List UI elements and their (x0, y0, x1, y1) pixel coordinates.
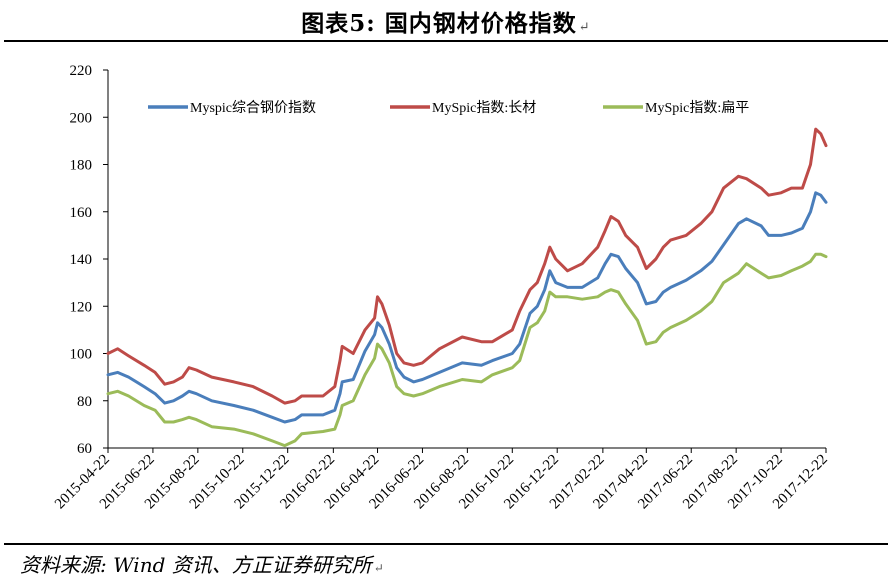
chart-series (106, 127, 828, 448)
chart-legend: Myspic综合钢价指数 MySpic指数:长材 MySpic指数:扁平 (148, 100, 749, 116)
top-divider (4, 40, 888, 42)
series-line-1 (106, 191, 828, 424)
y-tick-label: 80 (77, 394, 92, 410)
legend-label-3: MySpic指数:扁平 (645, 100, 749, 116)
y-tick-label: 60 (77, 441, 92, 457)
series-line-3 (106, 252, 828, 448)
paragraph-mark-icon: ↵ (578, 20, 591, 35)
y-tick-label: 140 (70, 252, 93, 268)
source-text: 资料来源: Wind 资讯、方正证券研究所 (20, 553, 372, 577)
y-tick-label: 200 (70, 110, 93, 126)
y-tick-label: 100 (70, 347, 93, 363)
chart-axes: 60801001201401601802002202015-04-222015-… (52, 63, 831, 512)
y-tick-label: 220 (70, 63, 93, 79)
legend-label-2: MySpic指数:长材 (432, 100, 536, 116)
page-title-text: 图表5: 国内钢材价格指数 (301, 10, 577, 37)
bottom-divider (4, 543, 888, 545)
y-tick-label: 160 (70, 205, 93, 221)
line-chart: 60801001201401601802002202015-04-222015-… (52, 63, 831, 512)
legend-label-1: Myspic综合钢价指数 (190, 100, 316, 116)
page-title: 图表5: 国内钢材价格指数 ↵ (0, 4, 892, 38)
source-note: 资料来源: Wind 资讯、方正证券研究所 ↵ (20, 549, 384, 578)
paragraph-mark-icon: ↵ (373, 561, 384, 575)
series-line-2 (106, 127, 828, 405)
y-tick-label: 120 (70, 299, 93, 315)
y-tick-label: 180 (70, 158, 93, 174)
